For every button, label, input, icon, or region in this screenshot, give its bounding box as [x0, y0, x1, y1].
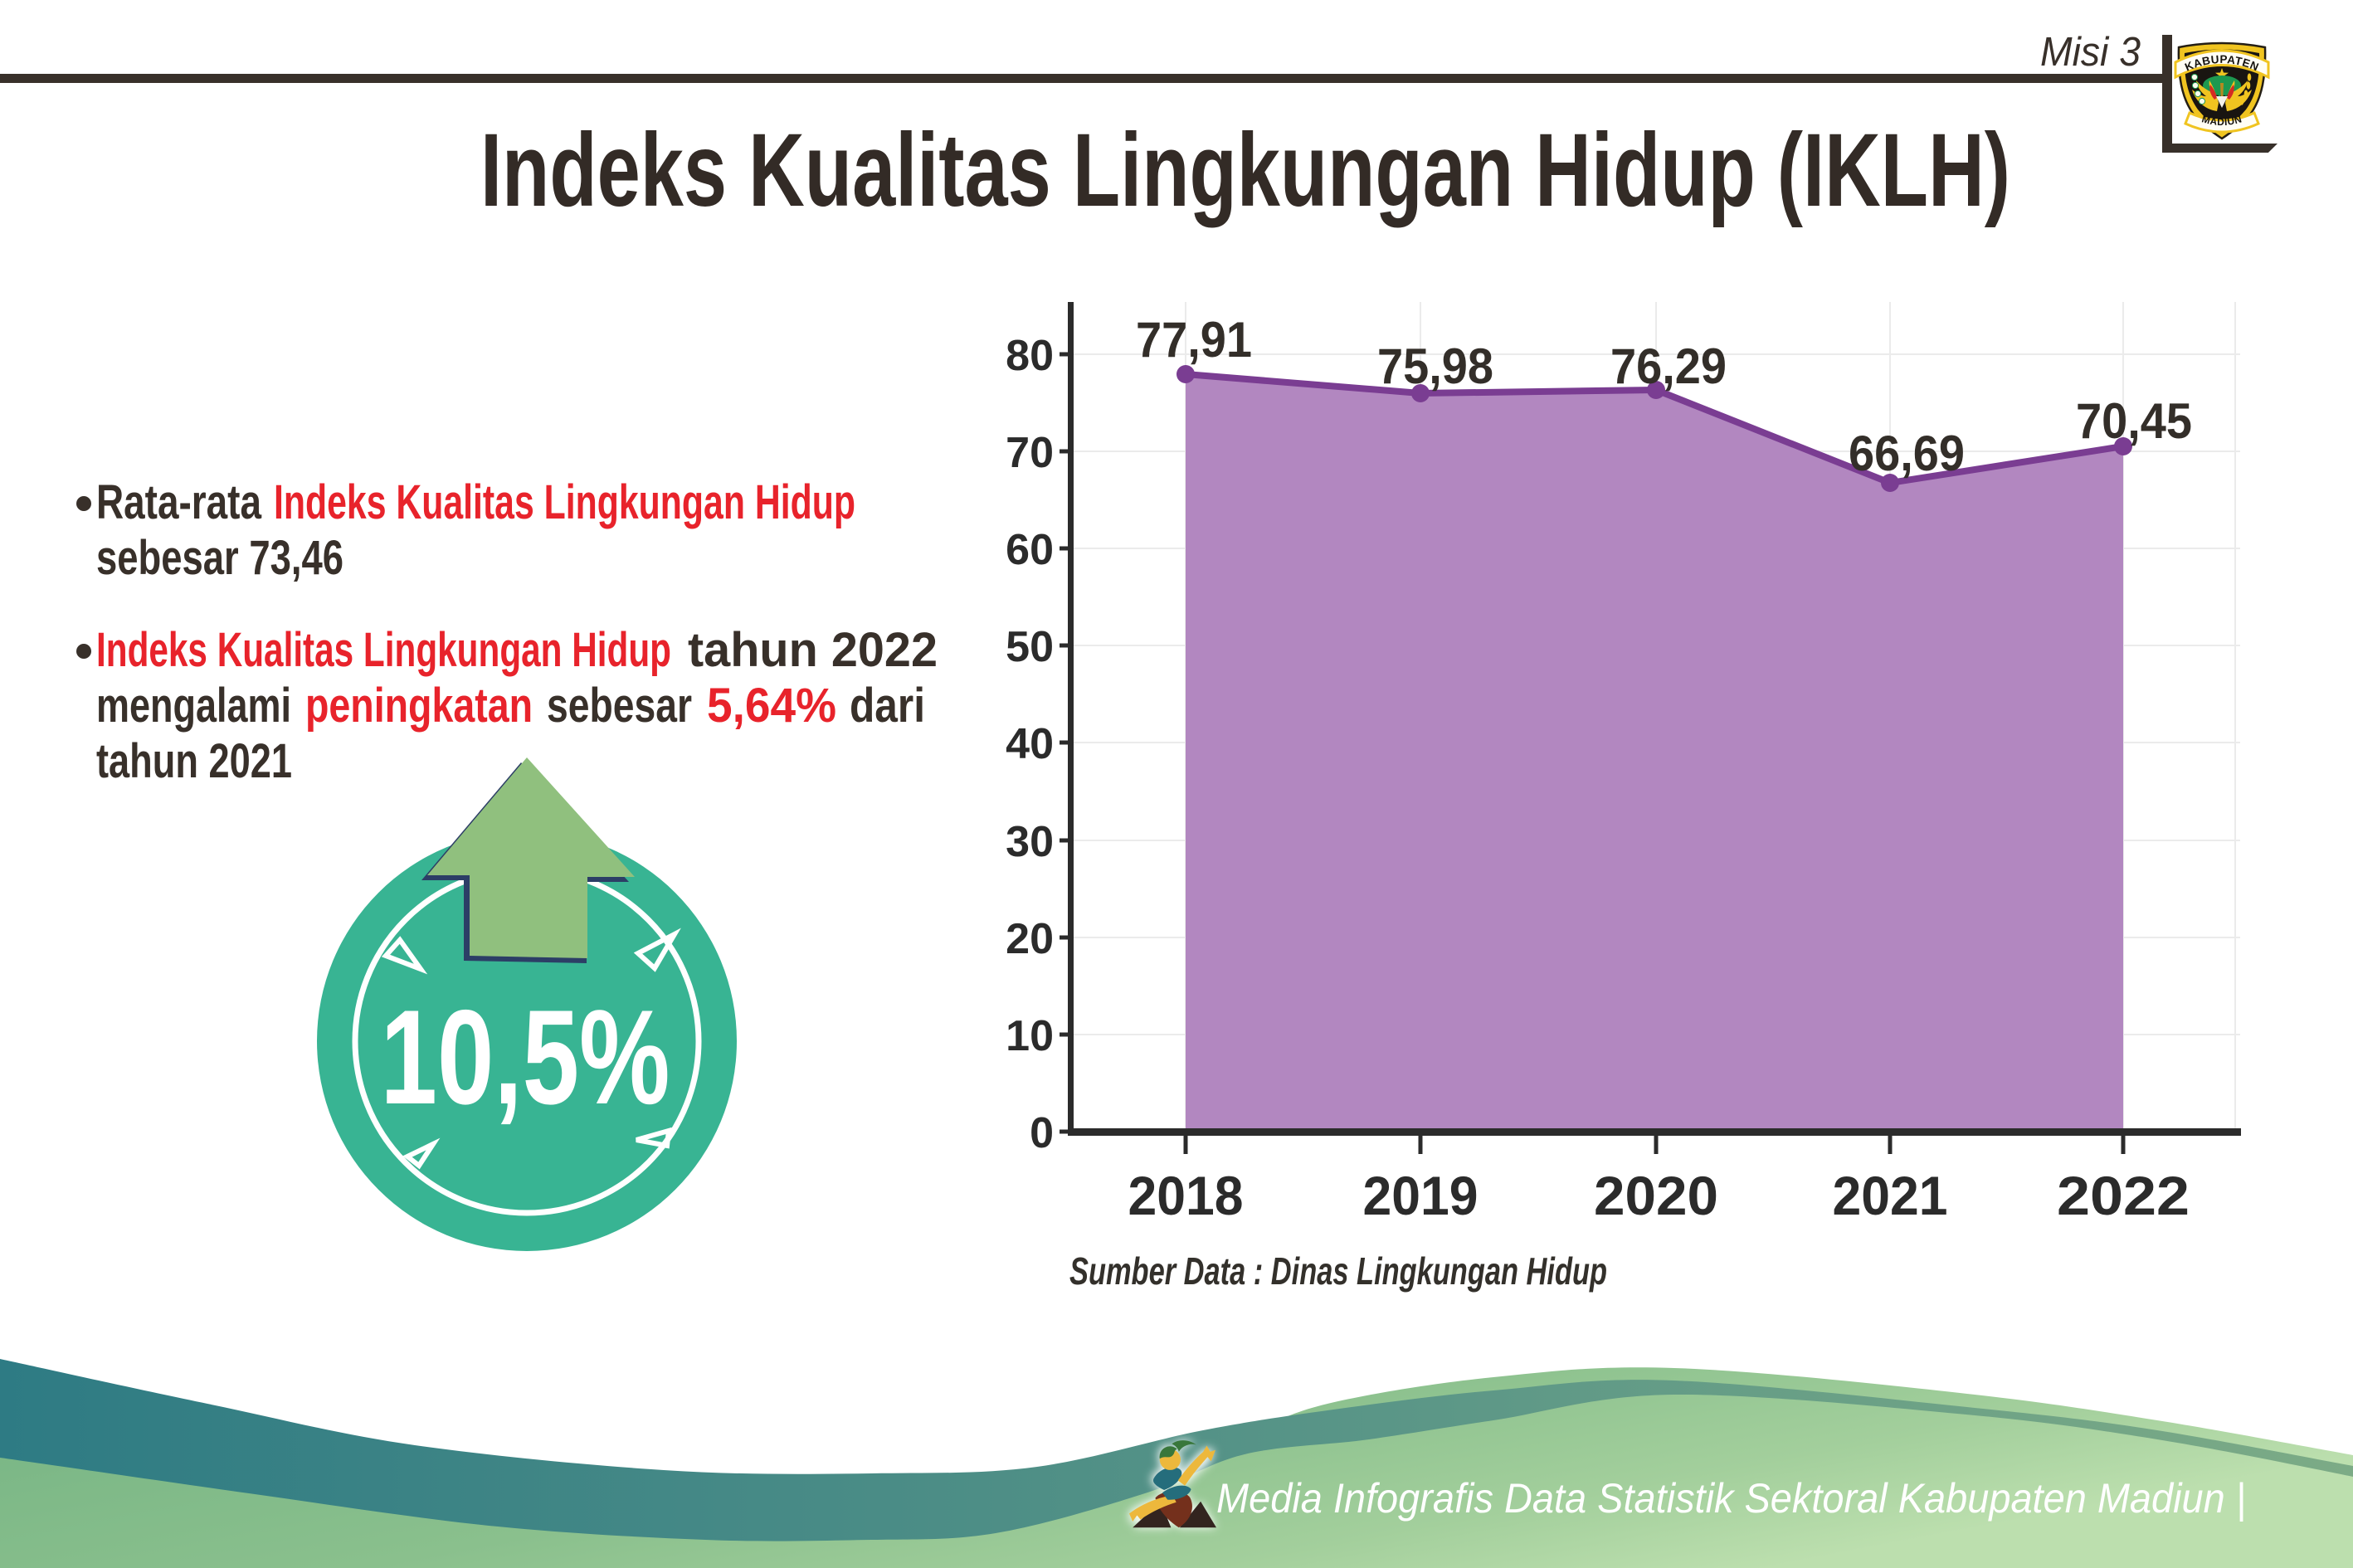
svg-text:MADIUN: MADIUN — [2200, 113, 2243, 128]
svg-text:Indeks Kualitas Lingkungan Hid: Indeks Kualitas Lingkungan Hidup — [274, 475, 855, 529]
svg-text:Misi 3: Misi 3 — [2040, 30, 2141, 75]
svg-text:Indeks Kualitas Lingkungan Hid: Indeks Kualitas Lingkungan Hidup — [96, 623, 671, 677]
svg-text:2021: 2021 — [1833, 1165, 1948, 1226]
svg-text:75,98: 75,98 — [1377, 338, 1493, 394]
svg-text:77,91: 77,91 — [1136, 312, 1252, 368]
svg-text:dari: dari — [850, 679, 925, 733]
svg-text:2019: 2019 — [1363, 1165, 1479, 1226]
svg-text:70,45: 70,45 — [2076, 393, 2192, 449]
svg-text:60: 60 — [1006, 526, 1054, 574]
svg-text:Media Infografis Data Statisti: Media Infografis Data Statistik Sektoral… — [1216, 1475, 2246, 1522]
svg-text:mengalami: mengalami — [96, 679, 291, 733]
svg-text:2020: 2020 — [1594, 1165, 1718, 1226]
svg-text:Rata-rata: Rata-rata — [96, 475, 262, 529]
svg-text:2018: 2018 — [1128, 1165, 1244, 1226]
svg-text:76,29: 76,29 — [1610, 338, 1727, 394]
svg-text:tahun 2021: tahun 2021 — [96, 734, 292, 788]
svg-text:0: 0 — [1030, 1109, 1054, 1157]
svg-text:sebesar 73,46: sebesar 73,46 — [96, 531, 343, 585]
svg-text:peningkatan: peningkatan — [305, 679, 533, 733]
svg-text:2022: 2022 — [2057, 1165, 2190, 1226]
svg-text:66,69: 66,69 — [1849, 426, 1965, 481]
svg-text:5,64%: 5,64% — [707, 679, 836, 733]
svg-text:30: 30 — [1006, 818, 1054, 866]
svg-text:50: 50 — [1006, 623, 1054, 671]
svg-text:10: 10 — [1006, 1012, 1054, 1060]
svg-text:20: 20 — [1006, 915, 1054, 963]
svg-text:80: 80 — [1006, 332, 1054, 380]
svg-text:sebesar: sebesar — [547, 679, 692, 733]
svg-text:tahun 2022: tahun 2022 — [688, 623, 938, 677]
svg-text:10,5%: 10,5% — [381, 982, 670, 1132]
svg-text:70: 70 — [1006, 429, 1054, 477]
svg-text:Sumber Data : Dinas Lingkungan: Sumber Data : Dinas Lingkungan Hidup — [1069, 1249, 1607, 1293]
svg-text:Indeks Kualitas Lingkungan Hid: Indeks Kualitas Lingkungan Hidup (IKLH) — [480, 113, 2010, 228]
svg-text:40: 40 — [1006, 720, 1054, 768]
